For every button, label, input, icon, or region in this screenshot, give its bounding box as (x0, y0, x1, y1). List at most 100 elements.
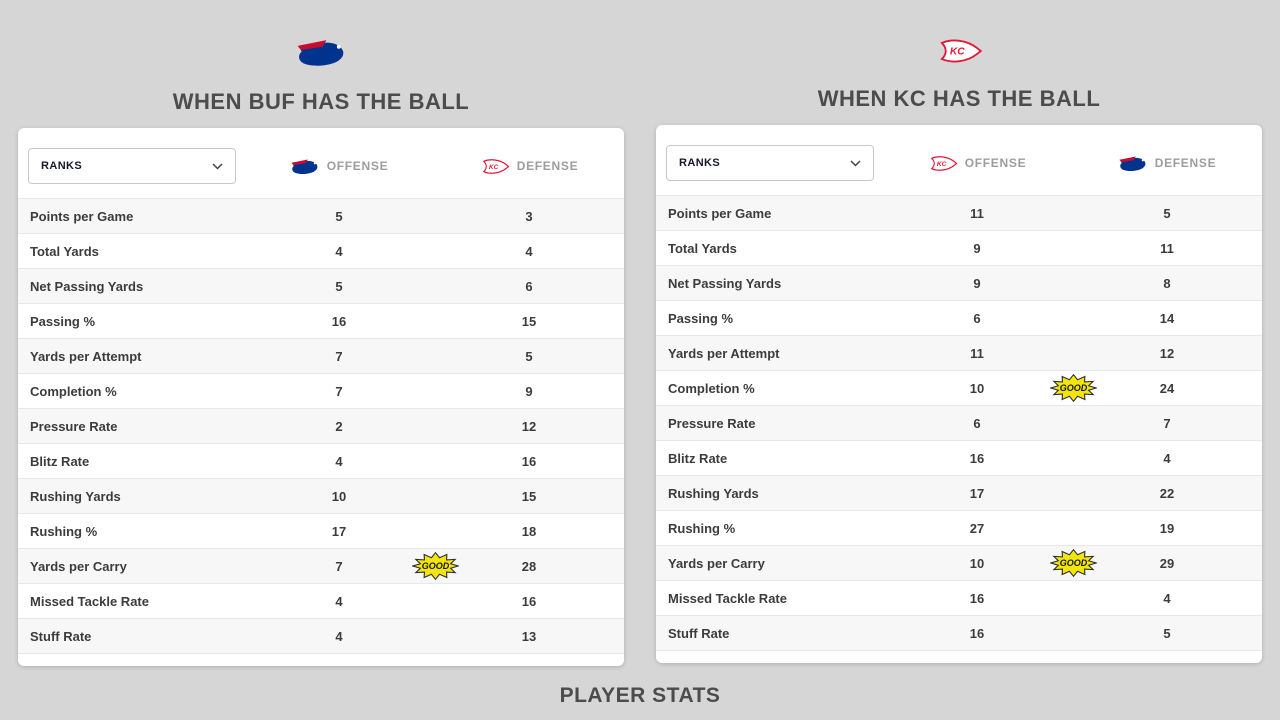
offense-value: 10 (969, 555, 985, 571)
defense-value-cell: 6 (434, 279, 624, 294)
stat-label: Pressure Rate (668, 415, 756, 431)
stat-row: Stuff Rate 4 13 (18, 618, 624, 653)
stat-row: Yards per Attempt 11 12 (656, 335, 1262, 370)
ranks-dropdown[interactable]: RANKS (666, 145, 874, 181)
stat-row: Yards per Attempt 7 5 (18, 338, 624, 373)
defense-value-cell: 4 (1072, 451, 1262, 466)
stat-row: Blitz Rate 4 16 (18, 443, 624, 478)
defense-value: 29 (1159, 555, 1175, 571)
stat-row: Rushing % 17 18 (18, 513, 624, 548)
defense-value-cell: 11 (1072, 241, 1262, 256)
defense-value-cell: 12 (434, 419, 624, 434)
offense-label: OFFENSE (964, 156, 1027, 170)
ranks-card: RANKS OFFENSE DEFENSE Points per Game 11… (656, 125, 1262, 663)
stat-label: Points per Game (668, 205, 772, 221)
defense-value: 5 (1163, 625, 1171, 641)
chevron-down-icon (850, 159, 861, 167)
defense-value-cell: GOOD 29 (1072, 556, 1262, 571)
defense-value: 28 (521, 558, 537, 574)
stat-row: Completion % 10 GOOD 24 (656, 370, 1262, 405)
defense-value-cell: 15 (434, 489, 624, 504)
defense-value: 12 (521, 418, 537, 434)
stat-row: Completion % 7 9 (18, 373, 624, 408)
stat-label: Stuff Rate (668, 625, 730, 641)
defense-value: 4 (1163, 590, 1171, 606)
chiefs-logo (928, 154, 958, 173)
stat-row: Stuff Rate 16 5 (656, 615, 1262, 650)
offense-value: 6 (973, 415, 981, 431)
good-badge-label: GOOD (1060, 558, 1088, 568)
matchup-panels: WHEN BUF HAS THE BALL RANKS OFFENSE DEFE… (18, 0, 1262, 666)
defense-value: 5 (525, 348, 533, 364)
defense-label: DEFENSE (516, 159, 579, 173)
defense-value: 15 (521, 313, 537, 329)
offense-value: 16 (969, 625, 985, 641)
defense-value-cell: 3 (434, 209, 624, 224)
stat-row: Missed Tackle Rate 16 4 (656, 580, 1262, 615)
stat-row: Points per Game 11 5 (656, 195, 1262, 230)
chiefs-logo (936, 36, 983, 66)
good-badge-label: GOOD (1060, 383, 1088, 393)
stat-label: Completion % (30, 383, 117, 399)
stat-row: Points per Game 5 3 (18, 198, 624, 233)
defense-value-cell: 5 (1072, 626, 1262, 641)
defense-value: 4 (1163, 450, 1171, 466)
offense-value: 4 (335, 453, 343, 469)
offense-value: 4 (335, 628, 343, 644)
ranks-dropdown-label: RANKS (41, 160, 83, 172)
offense-value: 4 (335, 593, 343, 609)
ranks-dropdown[interactable]: RANKS (28, 148, 236, 184)
defense-value: 16 (521, 453, 537, 469)
matchup-panel-buf: WHEN BUF HAS THE BALL RANKS OFFENSE DEFE… (18, 36, 624, 666)
defense-value: 16 (521, 593, 537, 609)
stat-label: Yards per Carry (668, 555, 765, 571)
offense-value: 4 (335, 243, 343, 259)
offense-value: 5 (335, 278, 343, 294)
defense-value-cell: 4 (1072, 591, 1262, 606)
defense-value-cell: GOOD 28 (434, 559, 624, 574)
stat-label: Yards per Carry (30, 558, 127, 574)
defense-value-cell: 18 (434, 524, 624, 539)
offense-value: 7 (335, 383, 343, 399)
defense-value: 8 (1163, 275, 1171, 291)
matchup-panel-kc: WHEN KC HAS THE BALL RANKS OFFENSE DEFEN… (656, 36, 1262, 666)
stat-row: Rushing % 27 19 (656, 510, 1262, 545)
stat-label: Yards per Attempt (668, 345, 780, 361)
stat-row: Missed Tackle Rate 4 16 (18, 583, 624, 618)
stat-label: Net Passing Yards (668, 275, 782, 291)
offense-value: 5 (335, 208, 343, 224)
stats-table: Points per Game 5 3 Total Yards 4 4 Net … (18, 198, 624, 654)
stat-label: Passing % (30, 313, 96, 329)
defense-value-cell: 8 (1072, 276, 1262, 291)
offense-value: 11 (970, 345, 984, 361)
good-badge: GOOD (1050, 549, 1097, 578)
defense-value-cell: 12 (1072, 346, 1262, 361)
stat-label: Total Yards (668, 240, 737, 256)
defense-value: 7 (1163, 415, 1171, 431)
offense-value: 7 (335, 348, 343, 364)
ranks-dropdown-label: RANKS (679, 157, 721, 169)
offense-value: 16 (969, 450, 985, 466)
defense-column-header: DEFENSE (434, 157, 624, 176)
defense-value: 19 (1159, 520, 1175, 536)
defense-label: DEFENSE (1154, 156, 1217, 170)
defense-value: 6 (525, 278, 533, 294)
good-badge: GOOD (1050, 374, 1097, 403)
offense-value: 16 (969, 590, 985, 606)
stat-label: Stuff Rate (30, 628, 92, 644)
offense-value: 17 (969, 485, 985, 501)
stat-row: Pressure Rate 2 12 (18, 408, 624, 443)
offense-value: 6 (973, 310, 981, 326)
panel-head: WHEN KC HAS THE BALL (656, 36, 1262, 112)
defense-value-cell: 19 (1072, 521, 1262, 536)
stat-label: Missed Tackle Rate (668, 590, 787, 606)
stat-label: Completion % (668, 380, 755, 396)
bills-logo (1118, 154, 1148, 173)
good-badge: GOOD (412, 552, 459, 581)
offense-value: 7 (335, 558, 343, 574)
offense-value: 9 (973, 275, 981, 291)
defense-value-cell: 16 (434, 594, 624, 609)
stat-label: Rushing Yards (30, 488, 121, 504)
offense-value: 2 (335, 418, 343, 434)
offense-column-header: OFFENSE (882, 154, 1072, 173)
